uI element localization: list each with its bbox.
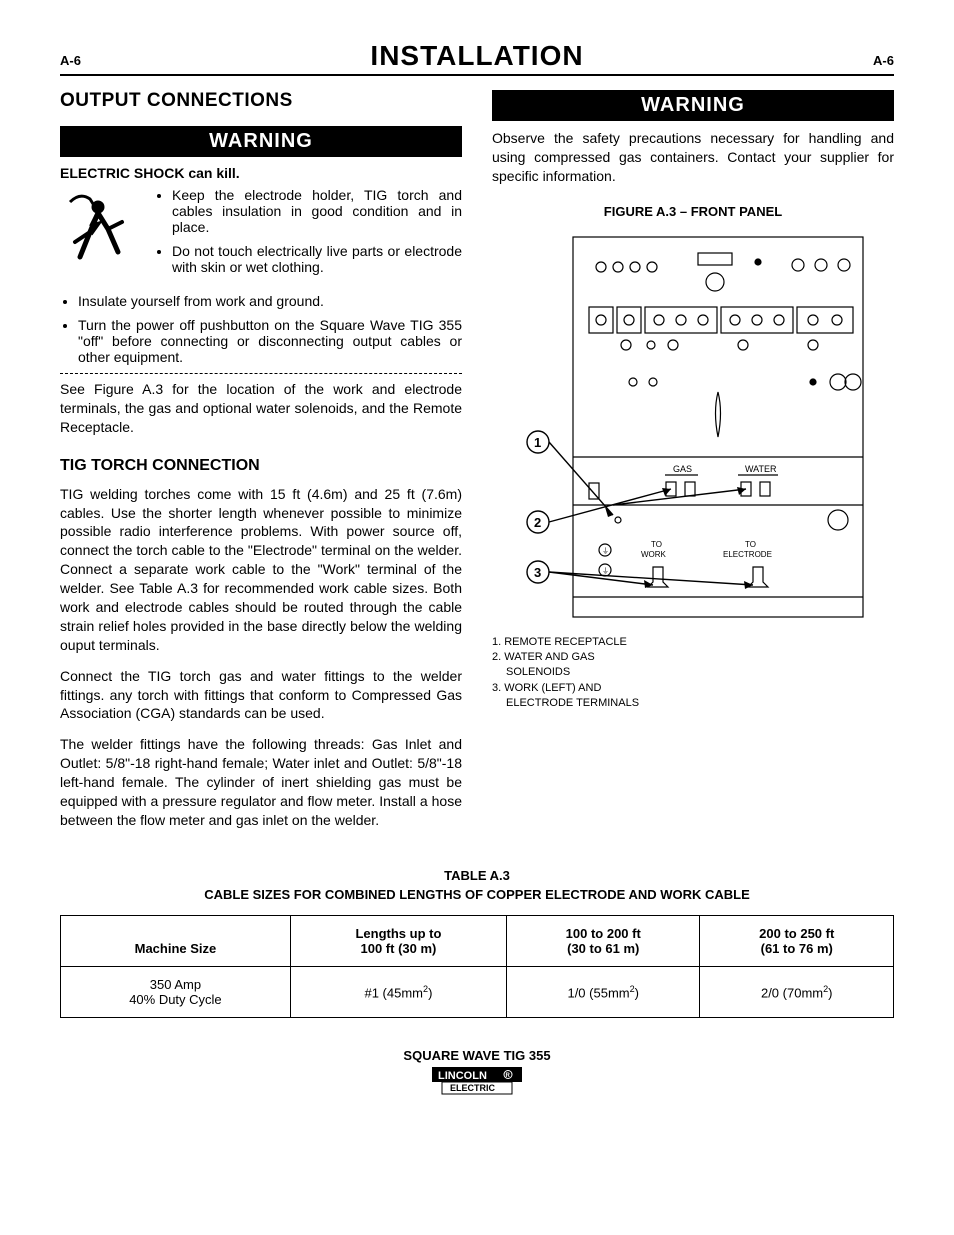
two-column-layout: OUTPUT CONNECTIONS WARNING ELECTRIC SHOC… bbox=[60, 90, 894, 842]
legend-2b: SOLENOIDS bbox=[492, 665, 894, 680]
svg-text:R: R bbox=[506, 1073, 511, 1079]
dashed-separator bbox=[60, 373, 462, 374]
table-title-line1: TABLE A.3 bbox=[444, 868, 510, 883]
bullet-power-off: Turn the power off pushbutton on the Squ… bbox=[78, 317, 462, 365]
th-machine-size: Machine Size bbox=[61, 915, 291, 966]
th-len-100: Lengths up to100 ft (30 m) bbox=[290, 915, 506, 966]
figure-a3-title: FIGURE A.3 – FRONT PANEL bbox=[492, 204, 894, 219]
right-column: WARNING Observe the safety precautions n… bbox=[492, 90, 894, 842]
output-connections-title: OUTPUT CONNECTIONS bbox=[60, 90, 462, 112]
figure-a3-legend: 1. REMOTE RECEPTACLE 2. WATER AND GAS SO… bbox=[492, 635, 894, 712]
electric-shock-icon bbox=[60, 187, 140, 270]
electric-shock-heading: ELECTRIC SHOCK can kill. bbox=[60, 165, 462, 181]
cable-sizes-table: Machine Size Lengths up to100 ft (30 m) … bbox=[60, 915, 894, 1018]
svg-text:2: 2 bbox=[534, 515, 541, 530]
cell-len-200: 1/0 (55mm2) bbox=[507, 966, 700, 1017]
table-header-row: Machine Size Lengths up to100 ft (30 m) … bbox=[61, 915, 894, 966]
warning-banner-right: WARNING bbox=[492, 90, 894, 121]
legend-1: 1. REMOTE RECEPTACLE bbox=[492, 635, 894, 650]
legend-3b: ELECTRODE TERMINALS bbox=[492, 696, 894, 711]
tig-torch-title: TIG TORCH CONNECTION bbox=[60, 457, 462, 475]
page-code-right: A-6 bbox=[873, 53, 894, 68]
svg-text:⏚: ⏚ bbox=[602, 567, 609, 575]
svg-text:WATER: WATER bbox=[745, 464, 777, 474]
warning-banner-left: WARNING bbox=[60, 126, 462, 157]
tig-paragraph-2: Connect the TIG torch gas and water fitt… bbox=[60, 667, 462, 724]
see-figure-paragraph: See Figure A.3 for the location of the w… bbox=[60, 380, 462, 437]
tig-paragraph-1: TIG welding torches come with 15 ft (4.6… bbox=[60, 485, 462, 655]
cell-len-250: 2/0 (70mm2) bbox=[700, 966, 894, 1017]
shock-bullets-wide: Insulate yourself from work and ground. … bbox=[60, 293, 462, 365]
bullet-insulate: Insulate yourself from work and ground. bbox=[78, 293, 462, 309]
left-column: OUTPUT CONNECTIONS WARNING ELECTRIC SHOC… bbox=[60, 90, 462, 842]
svg-text:⏚: ⏚ bbox=[602, 547, 609, 555]
page-footer: SQUARE WAVE TIG 355 LINCOLN R ELECTRIC bbox=[60, 1048, 894, 1098]
svg-text:WORK: WORK bbox=[641, 550, 667, 559]
shock-icon-row: Keep the electrode holder, TIG torch and… bbox=[60, 187, 462, 283]
svg-text:TO: TO bbox=[745, 540, 756, 549]
page-header: A-6 INSTALLATION A-6 bbox=[60, 40, 894, 76]
th-len-250: 200 to 250 ft(61 to 76 m) bbox=[700, 915, 894, 966]
shock-bullets-inset: Keep the electrode holder, TIG torch and… bbox=[154, 187, 462, 283]
table-row: 350 Amp40% Duty Cycle #1 (45mm2) 1/0 (55… bbox=[61, 966, 894, 1017]
cell-len-100: #1 (45mm2) bbox=[290, 966, 506, 1017]
table-a3-title: TABLE A.3 CABLE SIZES FOR COMBINED LENGT… bbox=[60, 866, 894, 905]
bullet-keep-insulation: Keep the electrode holder, TIG torch and… bbox=[172, 187, 462, 235]
svg-text:TO: TO bbox=[651, 540, 662, 549]
cell-machine: 350 Amp40% Duty Cycle bbox=[61, 966, 291, 1017]
page-code-left: A-6 bbox=[60, 53, 81, 68]
table-title-line2: CABLE SIZES FOR COMBINED LENGTHS OF COPP… bbox=[204, 887, 750, 902]
tig-paragraph-3: The welder fittings have the following t… bbox=[60, 735, 462, 829]
bullet-no-touch: Do not touch electrically live parts or … bbox=[172, 243, 462, 275]
page-title: INSTALLATION bbox=[370, 40, 583, 72]
legend-2: 2. WATER AND GAS bbox=[492, 650, 894, 665]
compressed-gas-paragraph: Observe the safety precautions necessary… bbox=[492, 129, 894, 186]
figure-a3-diagram: GAS WATER ⏚ ⏚ TO W bbox=[492, 227, 894, 627]
footer-model: SQUARE WAVE TIG 355 bbox=[60, 1048, 894, 1063]
svg-text:GAS: GAS bbox=[673, 464, 692, 474]
svg-text:3: 3 bbox=[534, 565, 541, 580]
svg-text:LINCOLN: LINCOLN bbox=[438, 1070, 487, 1082]
svg-text:ELECTRIC: ELECTRIC bbox=[450, 1083, 496, 1093]
legend-3: 3. WORK (LEFT) AND bbox=[492, 681, 894, 696]
lincoln-electric-logo: LINCOLN R ELECTRIC bbox=[432, 1067, 522, 1098]
svg-text:ELECTRODE: ELECTRODE bbox=[723, 550, 772, 559]
th-len-200: 100 to 200 ft(30 to 61 m) bbox=[507, 915, 700, 966]
svg-text:1: 1 bbox=[534, 435, 541, 450]
